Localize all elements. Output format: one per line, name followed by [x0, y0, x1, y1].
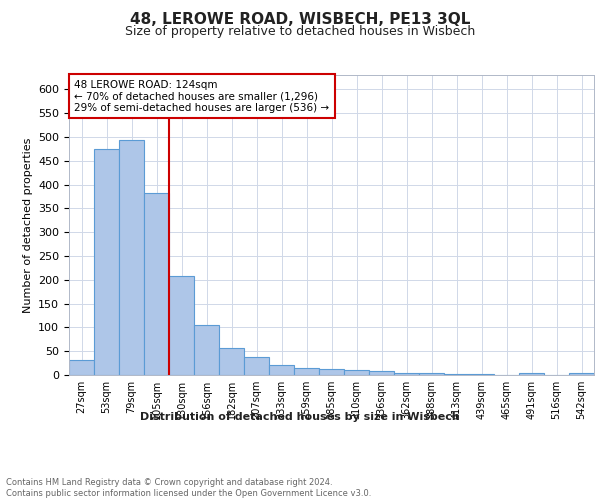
Text: 48 LEROWE ROAD: 124sqm
← 70% of detached houses are smaller (1,296)
29% of semi-: 48 LEROWE ROAD: 124sqm ← 70% of detached…	[74, 80, 329, 112]
Bar	[369, 371, 394, 375]
Bar	[144, 192, 169, 375]
Bar	[94, 150, 119, 375]
Bar	[244, 358, 269, 375]
Text: 48, LEROWE ROAD, WISBECH, PE13 3QL: 48, LEROWE ROAD, WISBECH, PE13 3QL	[130, 12, 470, 28]
Bar	[344, 370, 369, 375]
Bar	[194, 326, 219, 375]
Bar	[519, 372, 544, 375]
Bar	[219, 348, 244, 375]
Bar	[269, 365, 294, 375]
Bar	[169, 276, 194, 375]
Bar	[419, 373, 444, 375]
Bar	[569, 372, 594, 375]
Bar	[69, 360, 94, 375]
Bar	[444, 374, 469, 375]
Text: Size of property relative to detached houses in Wisbech: Size of property relative to detached ho…	[125, 25, 475, 38]
Text: Distribution of detached houses by size in Wisbech: Distribution of detached houses by size …	[140, 412, 460, 422]
Bar	[319, 369, 344, 375]
Text: Contains HM Land Registry data © Crown copyright and database right 2024.
Contai: Contains HM Land Registry data © Crown c…	[6, 478, 371, 498]
Bar	[119, 140, 144, 375]
Bar	[294, 368, 319, 375]
Bar	[394, 373, 419, 375]
Bar	[469, 374, 494, 375]
Y-axis label: Number of detached properties: Number of detached properties	[23, 138, 32, 312]
